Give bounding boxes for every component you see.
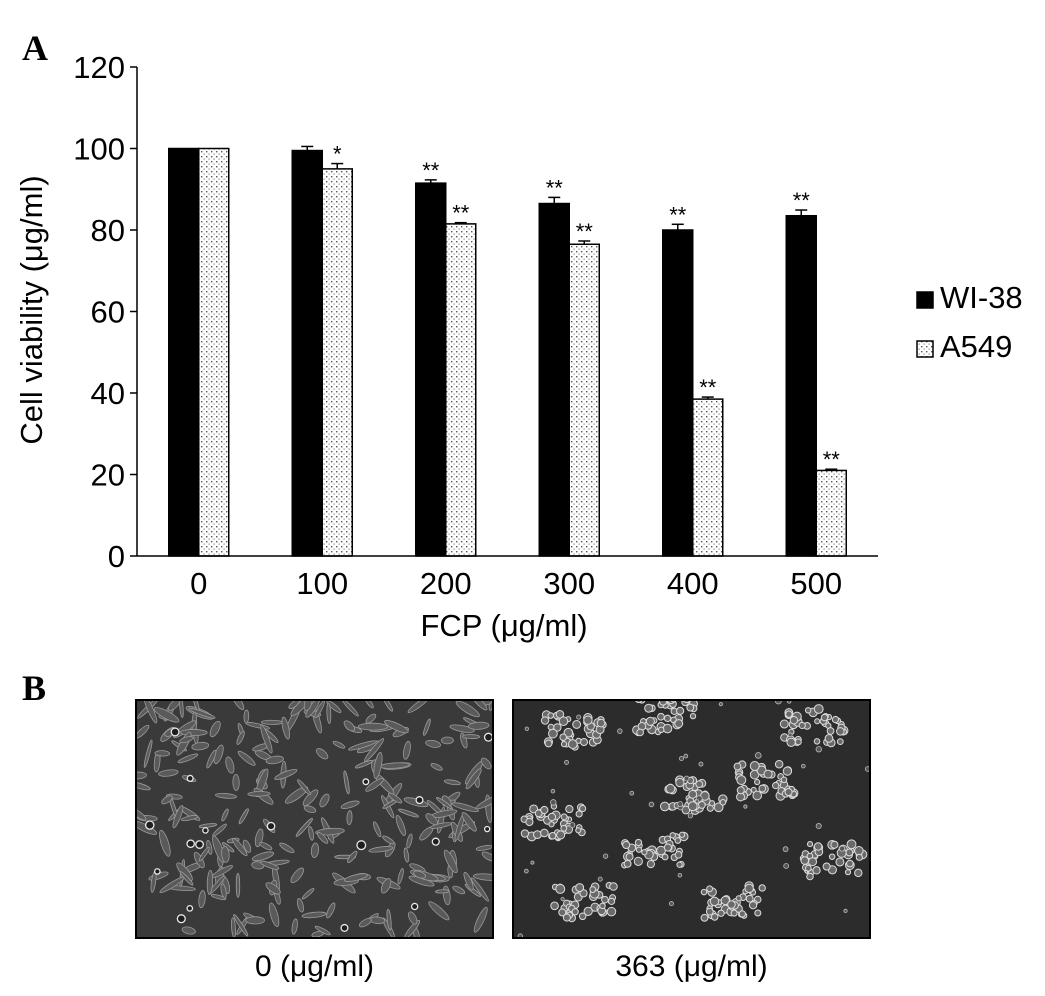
bar-a549-300 bbox=[568, 243, 600, 557]
bar-wi-38-300 bbox=[538, 202, 570, 557]
legend-swatch-wi-38 bbox=[916, 291, 934, 309]
bar-wi-38-100 bbox=[291, 149, 323, 557]
x-tick-label-100: 100 bbox=[296, 566, 348, 601]
legend-label-a549: A549 bbox=[940, 329, 1012, 364]
y-axis-title: Cell viability (μg/ml) bbox=[14, 175, 49, 444]
y-tick-label-60: 60 bbox=[91, 295, 125, 330]
panel-b-label: B bbox=[22, 668, 47, 708]
significance-a549-500: ** bbox=[823, 447, 841, 472]
y-tick-label-20: 20 bbox=[91, 458, 125, 493]
y-tick-label-40: 40 bbox=[91, 376, 125, 411]
y-tick-label-80: 80 bbox=[91, 213, 125, 248]
y-tick-label-100: 100 bbox=[73, 132, 125, 167]
significance-wi-38-200: ** bbox=[422, 158, 440, 183]
micrograph-treated bbox=[512, 699, 871, 939]
bar-wi-38-0 bbox=[168, 147, 200, 557]
bar-wi-38-400 bbox=[662, 229, 694, 557]
significance-wi-38-300: ** bbox=[546, 175, 564, 200]
legend-swatch-a549 bbox=[916, 340, 934, 358]
panel-a-label: A bbox=[22, 28, 48, 68]
bar-a549-400 bbox=[692, 398, 724, 557]
y-tick-label-0: 0 bbox=[108, 539, 125, 574]
bar-a549-200 bbox=[445, 223, 477, 557]
legend-label-wi-38: WI-38 bbox=[940, 280, 1023, 315]
x-axis-title: FCP (μg/ml) bbox=[420, 608, 587, 643]
significance-wi-38-400: ** bbox=[669, 202, 687, 227]
bar-wi-38-200 bbox=[415, 182, 447, 557]
bar-a549-100 bbox=[321, 168, 353, 557]
significance-wi-38-500: ** bbox=[793, 188, 811, 213]
significance-a549-400: ** bbox=[699, 375, 717, 400]
x-tick-label-300: 300 bbox=[543, 566, 595, 601]
micrograph-treated-caption: 363 (μg/ml) bbox=[615, 950, 768, 983]
micrograph-control-caption: 0 (μg/ml) bbox=[255, 950, 374, 983]
significance-a549-200: ** bbox=[452, 201, 470, 226]
significance-a549-300: ** bbox=[576, 219, 594, 244]
y-tick-label-120: 120 bbox=[73, 50, 125, 85]
x-tick-label-200: 200 bbox=[420, 566, 472, 601]
bar-a549-500 bbox=[815, 469, 847, 557]
x-tick-label-400: 400 bbox=[667, 566, 719, 601]
x-tick-label-500: 500 bbox=[790, 566, 842, 601]
bar-a549-0 bbox=[198, 147, 230, 557]
bar-wi-38-500 bbox=[785, 214, 817, 557]
x-tick-label-0: 0 bbox=[190, 566, 207, 601]
significance-a549-100: * bbox=[333, 142, 342, 167]
micrograph-control bbox=[135, 699, 494, 939]
